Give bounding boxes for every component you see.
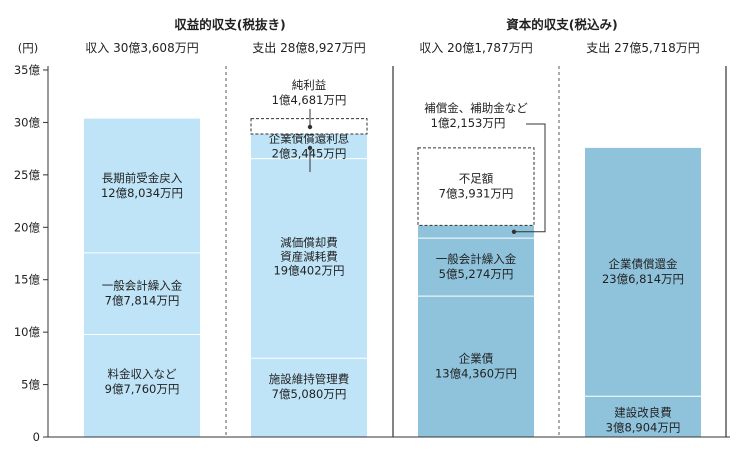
segment-label: 企業債: [459, 352, 494, 366]
annotation-dot: [307, 145, 313, 151]
annotation-dot: [511, 229, 517, 234]
segment-value: 3億8,904万円: [606, 421, 681, 435]
segment-label: 施設維持管理費: [269, 372, 350, 386]
column-header: 収入 30億3,608万円: [85, 41, 198, 55]
shortfall-value: 7億3,931万円: [439, 187, 514, 201]
segment-value: 19億402万円: [273, 263, 344, 277]
y-tick-label: 10億: [14, 325, 41, 339]
y-tick-label: 20億: [14, 220, 41, 234]
bar-segment: [418, 238, 534, 297]
group-title: 資本的収支(税込み): [506, 17, 617, 32]
shortfall-label: 不足額: [459, 172, 494, 186]
segment-value: 5億5,274万円: [439, 267, 514, 281]
segment-label: 料金収入など: [108, 367, 177, 381]
segment-label: 減価償却費: [280, 235, 338, 249]
group-title: 収益的収支(税抜き): [174, 17, 285, 32]
y-tick-label: 25億: [14, 168, 41, 182]
segment-label: 一般会計繰入金: [102, 279, 183, 293]
segment-label: 企業債償還金: [609, 257, 678, 271]
bar-segment: [418, 296, 534, 437]
bar-segment: [84, 334, 200, 437]
annotation-dot: [307, 124, 313, 130]
column-header: 支出 28億8,927万円: [252, 41, 365, 55]
column-header: 収入 20億1,787万円: [419, 41, 532, 55]
segment-label: 建設改良費: [614, 406, 672, 420]
bar-segment: [84, 252, 200, 335]
segment-label: 企業債償還利息: [269, 131, 350, 145]
bar-segment: [585, 147, 701, 397]
segment-value: 23億6,814万円: [602, 272, 684, 286]
y-tick-label: 5億: [21, 378, 40, 392]
bar-segment: [585, 396, 701, 437]
unit-label: (円): [18, 41, 38, 55]
bar-segment: [418, 225, 534, 239]
segment-label: 長期前受金戻入: [102, 171, 183, 185]
bar-segment: [251, 358, 367, 437]
segment-value: 9億7,760万円: [105, 382, 180, 396]
y-tick-label: 0: [33, 430, 40, 444]
y-tick-label: 15億: [14, 273, 41, 287]
bar-segment: [251, 158, 367, 359]
segment-value: 12億8,034万円: [101, 186, 183, 200]
segment-value: 13億4,360万円: [435, 367, 517, 381]
segment-label: 一般会計繰入金: [436, 252, 517, 266]
segment-label: 資産減耗費: [280, 249, 338, 263]
net-profit-value: 1億4,681万円: [272, 93, 347, 107]
net-profit-label: 純利益: [292, 78, 327, 92]
y-tick-label: 30億: [14, 115, 41, 129]
subsidy-label: 補償金、補助金など: [424, 101, 528, 115]
shortfall-box: [417, 147, 535, 226]
subsidy-value: 1億2,153万円: [431, 116, 506, 130]
segment-value: 7億5,080万円: [272, 387, 347, 401]
bar-segment: [84, 118, 200, 253]
column-header: 支出 27億5,718万円: [586, 41, 699, 55]
segment-value: 7億7,814万円: [105, 294, 180, 308]
y-tick-label: 35億: [14, 63, 41, 77]
segment-value: 2億3,445万円: [272, 146, 347, 160]
annotation-leader: [514, 123, 546, 233]
